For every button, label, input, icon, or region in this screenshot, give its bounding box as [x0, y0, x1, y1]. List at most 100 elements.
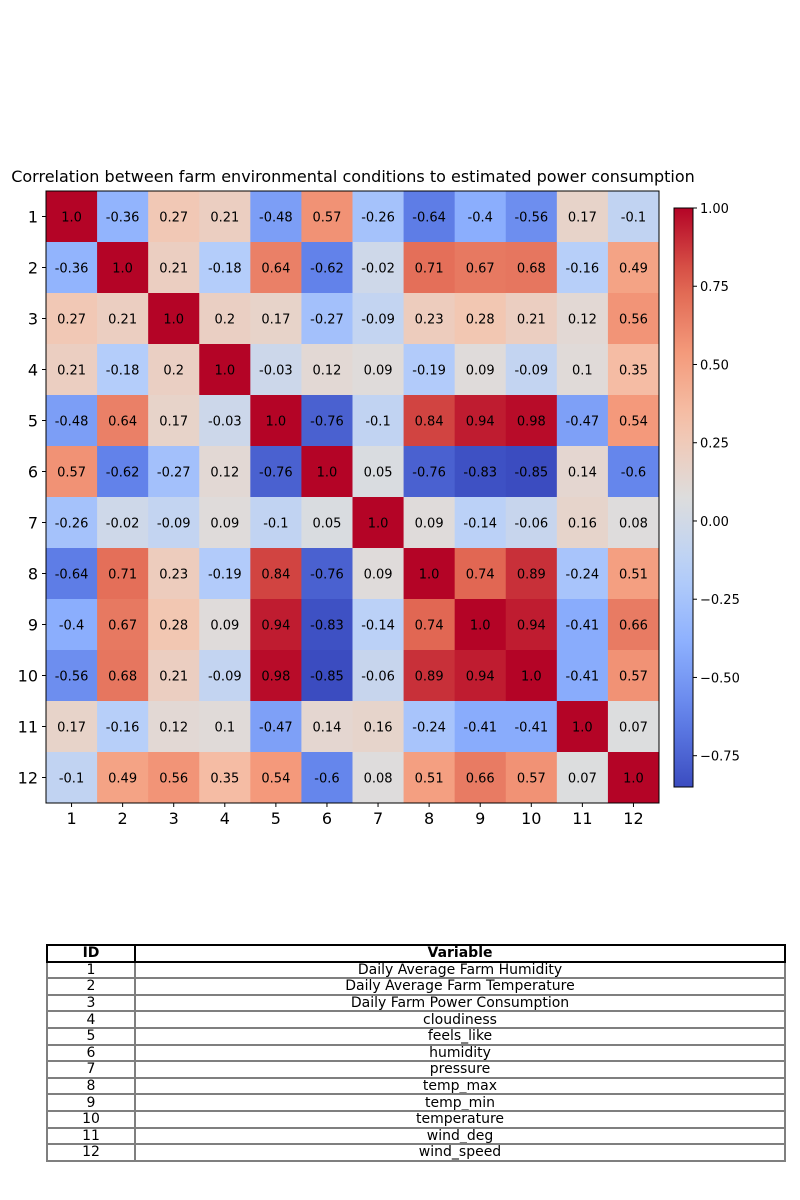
heatmap-cell-label: 0.12	[568, 313, 597, 328]
heatmap-cell	[352, 395, 405, 447]
heatmap-cell-label: 0.2	[163, 364, 184, 379]
heatmap-cell-label: 0.67	[466, 262, 495, 277]
heatmap-cell-label: 0.64	[108, 415, 137, 430]
heatmap-cell	[403, 446, 456, 498]
heatmap-cell-label: -0.48	[55, 415, 89, 430]
heatmap-cell-label: 0.14	[312, 721, 341, 736]
heatmap-cell-label: 0.54	[261, 772, 290, 787]
heatmap-cell	[301, 293, 353, 345]
heatmap-cell-label: 0.07	[619, 721, 648, 736]
table-row: 10 temperature	[46, 1109, 786, 1129]
heatmap-cell-label: -0.03	[259, 364, 293, 379]
heatmap-cell-label: -0.09	[208, 670, 242, 685]
heatmap-cell	[46, 497, 98, 549]
heatmap-cell	[454, 242, 507, 294]
heatmap-cell-label: -0.41	[566, 619, 600, 634]
colorbar-tick-label: 1.00	[700, 202, 729, 217]
heatmap-cell	[250, 293, 302, 345]
heatmap-cell-label: 0.57	[517, 772, 546, 787]
heatmap-cell	[556, 242, 609, 294]
table-cell-variable: feels_like	[134, 1026, 786, 1046]
heatmap-cell	[454, 548, 507, 600]
colorbar-tick-label: −0.25	[700, 593, 740, 608]
heatmap-cell	[250, 497, 302, 549]
heatmap-cell-label: 0.17	[57, 721, 86, 736]
heatmap-cell-label: 1.0	[368, 517, 389, 532]
heatmap-cell	[199, 548, 251, 600]
heatmap-cell-label: -0.27	[310, 313, 344, 328]
x-tick-label: 10	[521, 809, 541, 828]
heatmap-cell	[199, 242, 251, 294]
table-cell-id: 9	[46, 1093, 136, 1112]
heatmap-cell-label: 0.54	[619, 415, 648, 430]
heatmap-cell	[352, 599, 405, 651]
heatmap-cell	[46, 446, 98, 498]
y-tick-label: 2	[28, 259, 38, 278]
heatmap-cell	[352, 650, 405, 702]
heatmap-cell-label: 0.12	[159, 721, 188, 736]
heatmap-cell-label: -0.09	[157, 517, 191, 532]
table-cell-variable: wind_deg	[134, 1126, 786, 1146]
heatmap-cell	[97, 548, 149, 600]
heatmap-cell-label: 1.0	[214, 364, 235, 379]
heatmap-cell-label: 0.56	[159, 772, 188, 787]
heatmap-cell	[301, 242, 353, 294]
heatmap-cell	[199, 701, 251, 753]
heatmap-cell	[403, 548, 456, 600]
table-row: 8 temp_max	[46, 1076, 786, 1096]
heatmap-cell-label: -0.62	[310, 262, 344, 277]
y-tick-label: 6	[28, 463, 38, 482]
heatmap-cell	[250, 242, 302, 294]
heatmap-cell-label: 0.27	[159, 211, 188, 226]
table-cell-variable: humidity	[134, 1043, 786, 1063]
heatmap-cell	[301, 701, 353, 753]
heatmap-cell-label: 0.57	[57, 466, 86, 481]
heatmap-cell	[250, 548, 302, 600]
heatmap-cell-label: 1.0	[572, 721, 593, 736]
heatmap-cell	[556, 344, 609, 396]
heatmap-cell-label: 0.21	[108, 313, 137, 328]
heatmap-cell	[301, 497, 353, 549]
heatmap-cells	[46, 191, 660, 804]
heatmap-cell-label: 0.94	[466, 670, 495, 685]
heatmap-cell-label: -0.19	[412, 364, 446, 379]
heatmap-cell-label: 0.08	[364, 772, 393, 787]
heatmap-cell	[403, 395, 456, 447]
heatmap-cell	[454, 752, 507, 804]
colorbar-tick-label: −0.75	[700, 750, 740, 765]
heatmap-cell-label: 0.94	[517, 619, 546, 634]
heatmap-cell	[403, 191, 456, 243]
heatmap-cell	[352, 191, 405, 243]
heatmap-cell-label: -0.62	[106, 466, 140, 481]
table-header-row: ID Variable	[46, 944, 786, 963]
heatmap-cell	[97, 395, 149, 447]
heatmap-cell-label: -0.76	[412, 466, 446, 481]
table-cell-id: 10	[46, 1109, 136, 1129]
heatmap-cell	[97, 701, 149, 753]
heatmap-cell	[454, 293, 507, 345]
heatmap-cell-label: 0.21	[159, 262, 188, 277]
heatmap-cell-label: 0.1	[214, 721, 235, 736]
heatmap-cell-label: -0.09	[361, 313, 395, 328]
heatmap-cell	[505, 752, 558, 804]
heatmap-cell-label: 1.0	[112, 262, 133, 277]
heatmap-cell	[607, 446, 660, 498]
table-cell-variable: temp_min	[134, 1093, 786, 1112]
heatmap-cell	[505, 599, 558, 651]
heatmap-cell	[250, 650, 302, 702]
y-tick-label: 3	[28, 310, 38, 329]
table-row: 9 temp_min	[46, 1093, 786, 1112]
heatmap-cell-label: 0.74	[466, 568, 495, 583]
heatmap-cell	[454, 344, 507, 396]
table-cell-variable: Daily Average Farm Temperature	[134, 977, 786, 996]
table-cell-id: 5	[46, 1026, 136, 1046]
heatmap-cell	[250, 599, 302, 651]
heatmap-cell	[607, 293, 660, 345]
table-row: 7 pressure	[46, 1060, 786, 1079]
table-cell-id: 3	[46, 993, 136, 1013]
heatmap-cell	[403, 344, 456, 396]
heatmap-cell	[556, 548, 609, 600]
heatmap-cell	[148, 497, 200, 549]
heatmap-cell-label: 0.23	[159, 568, 188, 583]
heatmap-cell	[199, 599, 251, 651]
